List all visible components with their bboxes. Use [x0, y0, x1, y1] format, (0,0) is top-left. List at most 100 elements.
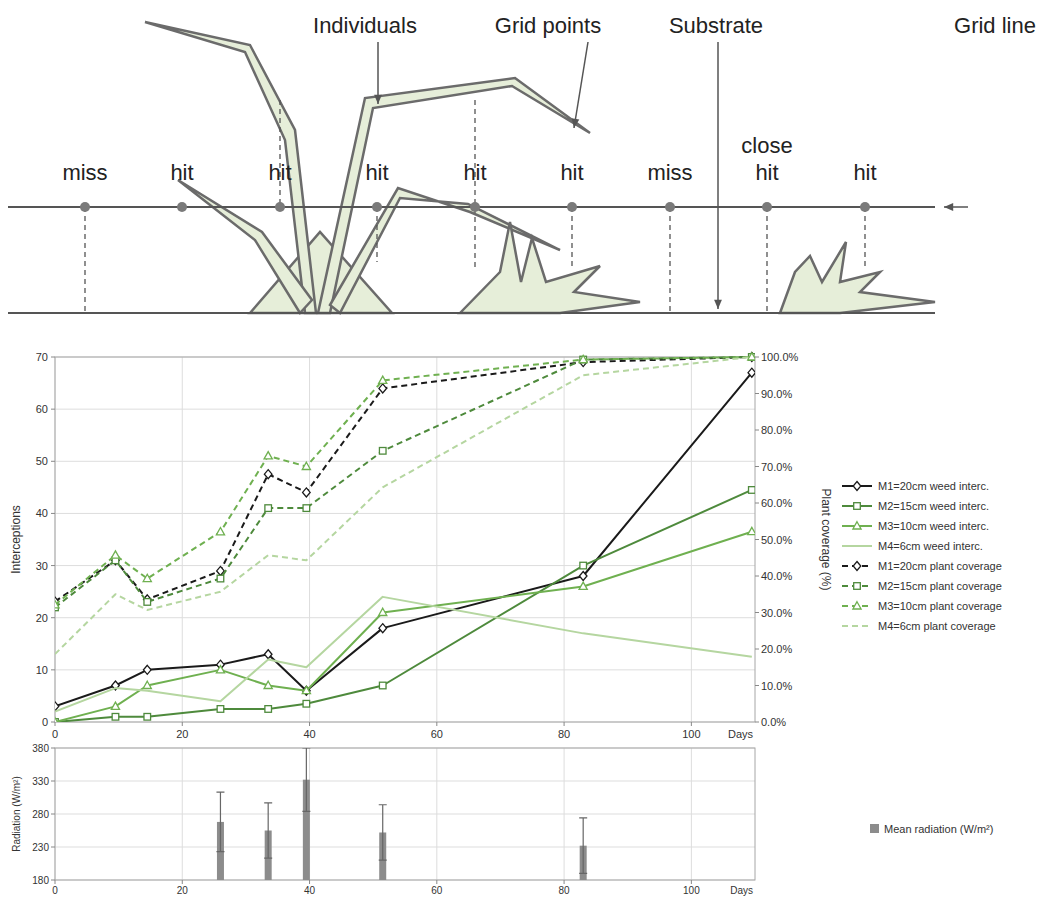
grid-line	[55, 409, 755, 410]
point-label: miss	[62, 160, 107, 185]
plant-leaf	[318, 78, 590, 313]
point-label: hit	[463, 160, 486, 185]
tick-label: 330	[32, 776, 49, 787]
grid-line	[55, 781, 755, 782]
tick	[51, 781, 55, 782]
tick-label: 40	[304, 885, 316, 896]
projection-line	[279, 100, 280, 207]
tick	[755, 357, 759, 358]
tick	[182, 722, 183, 726]
tick	[55, 880, 56, 884]
marker	[749, 354, 755, 361]
grid-line	[436, 748, 437, 880]
grid-line	[55, 461, 755, 462]
legend-label: M4=6cm plant coverage	[878, 620, 996, 632]
tick-label: 100	[683, 885, 700, 896]
marker	[264, 470, 272, 479]
marker	[748, 368, 755, 377]
series-line	[55, 490, 752, 722]
tick-label: 70	[36, 351, 48, 363]
grid-point	[567, 202, 577, 212]
legend-label: M2=15cm plant coverage	[878, 580, 1002, 592]
marker	[264, 650, 272, 659]
error-bar	[379, 805, 387, 860]
marker	[579, 355, 587, 362]
tick	[51, 461, 55, 462]
bar-chart: 180230280330380020406080100DaysRadiation…	[11, 743, 993, 897]
tick	[755, 649, 759, 650]
tick	[436, 722, 437, 726]
tick	[755, 503, 759, 504]
tick-label: 30	[36, 560, 48, 572]
axis-title: Radiation (W/m²)	[11, 776, 22, 852]
tick	[51, 513, 55, 514]
tick	[755, 576, 759, 577]
tick-label: 180	[32, 875, 49, 886]
tick	[55, 722, 56, 726]
tick	[51, 617, 55, 618]
tick	[309, 722, 310, 726]
marker	[217, 575, 224, 582]
legend-swatch	[870, 824, 879, 833]
marker	[580, 562, 587, 569]
error-bar	[579, 818, 587, 873]
plot-frame	[55, 357, 755, 722]
marker	[303, 488, 311, 497]
plot-area	[55, 353, 755, 723]
series-line	[55, 357, 752, 607]
axis-title: Plant coverage (%)	[819, 488, 833, 590]
grid-point	[762, 202, 772, 212]
legend-marker	[853, 562, 861, 571]
label: Grid points	[495, 13, 601, 38]
line-chart: 0102030405060700.0%10.0%20.0%30.0%40.0%5…	[9, 351, 1002, 740]
point-label: miss	[647, 160, 692, 185]
error-bar	[216, 792, 224, 851]
legend-label: M4=6cm weed interc.	[878, 540, 983, 552]
point-label: hit	[560, 160, 583, 185]
tick	[755, 393, 759, 394]
point-label: hit	[853, 160, 876, 185]
tick	[51, 722, 55, 723]
legend-label: M1=20cm plant coverage	[878, 560, 1002, 572]
projection-line	[766, 207, 767, 313]
marker	[749, 487, 755, 494]
tick-label: 0	[52, 885, 58, 896]
grid-line	[55, 814, 755, 815]
grid-line	[564, 357, 565, 722]
tick-label: 70.0%	[761, 461, 792, 473]
grid-point	[665, 202, 675, 212]
legend-marker	[853, 522, 861, 529]
marker	[302, 686, 310, 693]
tick-label: 100	[682, 728, 700, 740]
marker	[379, 376, 387, 383]
tick	[755, 612, 759, 613]
marker	[143, 665, 151, 674]
grid-line	[564, 748, 565, 880]
projection-line	[669, 207, 670, 313]
arrow-head	[714, 300, 722, 309]
legend-swatch	[842, 625, 872, 627]
grid-line	[182, 748, 183, 880]
marker	[302, 462, 310, 469]
grid-point	[177, 202, 187, 212]
grid-line	[691, 748, 692, 880]
tick	[51, 409, 55, 410]
plant-leaf	[145, 22, 316, 313]
projection-line	[376, 207, 377, 262]
marker	[216, 528, 224, 535]
marker	[265, 505, 272, 512]
tick	[755, 539, 759, 540]
marker	[265, 706, 272, 713]
tick	[755, 722, 759, 723]
tick-label: 80	[558, 728, 570, 740]
projection-line	[571, 207, 572, 268]
tick-label: 380	[32, 743, 49, 754]
tick	[309, 880, 310, 884]
legend-marker	[854, 583, 861, 590]
point-label-line: hit	[755, 160, 778, 185]
legend: Mean radiation (W/m²)	[870, 823, 993, 835]
plant-leaf	[780, 242, 935, 313]
tick-label: 40	[36, 507, 48, 519]
tick	[51, 357, 55, 358]
error-bar	[264, 803, 272, 858]
